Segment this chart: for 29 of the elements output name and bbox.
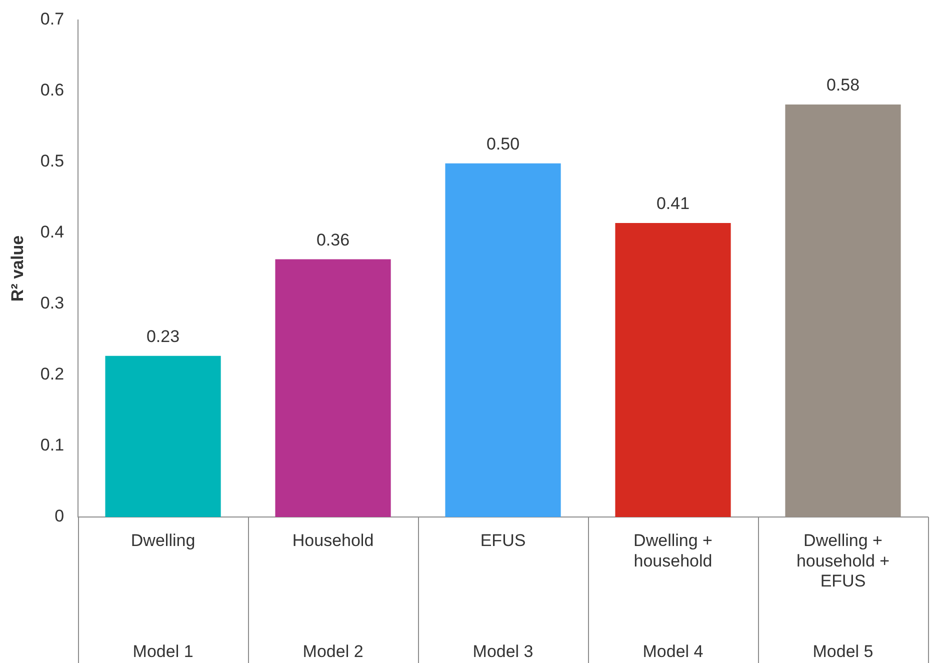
y-tick-label: 0.1 <box>40 436 64 455</box>
data-label: 0.36 <box>316 230 350 250</box>
text: Model 5 <box>812 642 874 662</box>
bar <box>105 356 221 517</box>
x-tick-label: Dwelling + household <box>634 530 713 570</box>
y-tick-label: 0.6 <box>40 80 64 100</box>
y-tick-label: 0.4 <box>40 222 64 242</box>
bar <box>785 104 901 517</box>
x-tick-label: Dwelling <box>130 530 196 550</box>
y-tick-label: 0 <box>54 506 64 526</box>
y-tick-label: 0.5 <box>40 152 64 171</box>
y-tick-label: 0.7 <box>40 10 64 29</box>
text: Model 2 <box>302 642 364 662</box>
y-tick-label: 0.3 <box>40 294 64 313</box>
y-axis-title: R² value <box>8 235 27 302</box>
x-tick-label: Dwelling + household + EFUS <box>796 530 890 591</box>
data-label: 0.41 <box>656 194 690 214</box>
y-tick-label: 0.2 <box>40 364 64 384</box>
bar <box>445 163 561 517</box>
text: Model 3 <box>472 642 534 662</box>
data-label: 0.23 <box>146 327 180 346</box>
text: Model 1 <box>132 642 194 662</box>
data-label: 0.58 <box>826 76 860 95</box>
bar <box>615 223 731 517</box>
x-tick-label: EFUS <box>480 530 526 550</box>
x-tick-label: Household <box>292 530 374 550</box>
text: Model 4 <box>642 642 704 662</box>
data-label: 0.50 <box>486 134 520 154</box>
bar <box>275 259 391 517</box>
